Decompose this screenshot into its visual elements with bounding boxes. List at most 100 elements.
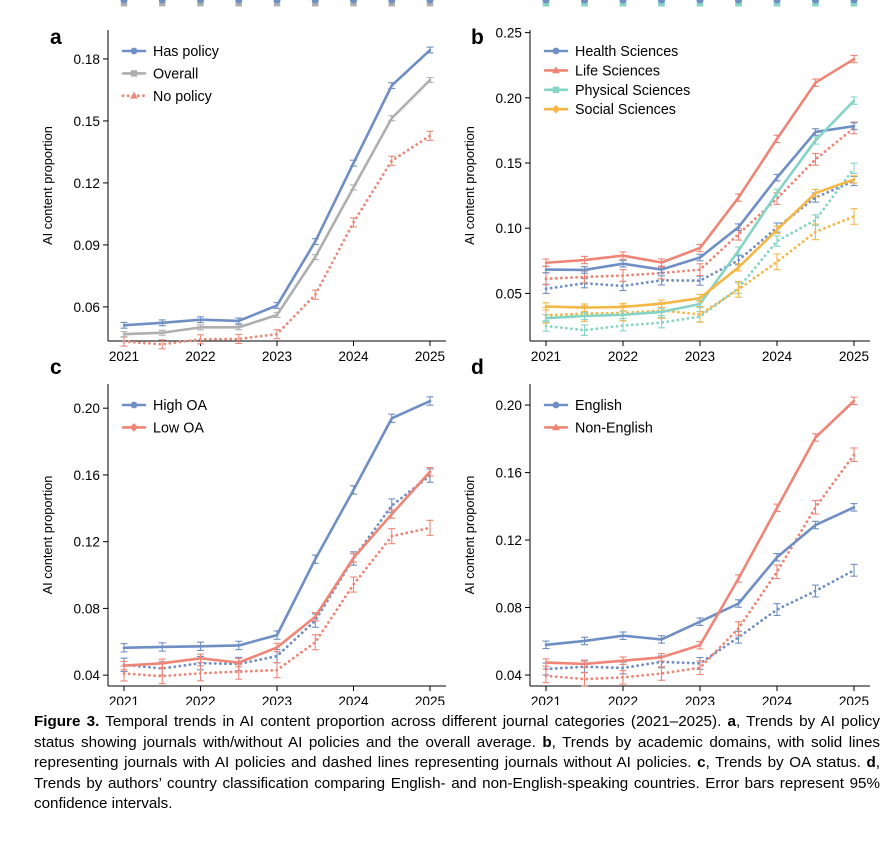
caption-d-text: , Trends by authors’ country classificat… xyxy=(34,754,880,812)
data-point xyxy=(235,0,243,4)
series-line xyxy=(544,178,856,309)
legend-label: Social Sciences xyxy=(575,102,676,118)
y-tick-label: 0.04 xyxy=(496,668,523,683)
x-tick-label: 2025 xyxy=(415,694,445,705)
legend: High OA Low OA xyxy=(121,398,207,436)
figure-caption: Figure 3. Temporal trends in AI content … xyxy=(34,712,880,815)
legend-marker xyxy=(552,47,560,55)
x-tick-label: 2022 xyxy=(185,694,215,705)
data-point xyxy=(388,0,396,4)
x-tick-label: 2024 xyxy=(338,694,369,705)
y-tick-label: 0.20 xyxy=(496,398,523,413)
legend-label: Overall xyxy=(153,66,198,82)
chart-panel-a: a 0.06 0.09 0.12 0.15 0.18 2021 2022 2023 2024 202… xyxy=(40,0,446,364)
legend: Has policy Overall No policy xyxy=(121,44,220,105)
legend-label: Health Sciences xyxy=(575,44,678,60)
x-tick-label: 2024 xyxy=(762,694,793,705)
legend-marker xyxy=(130,47,138,55)
y-tick-label: 0.20 xyxy=(496,91,523,106)
y-axis-label: AI content proportion xyxy=(462,476,477,595)
data-point xyxy=(735,0,742,4)
x-tick-label: 2021 xyxy=(109,349,139,364)
x-tick-label: 2025 xyxy=(839,349,869,364)
y-axis-label: AI content proportion xyxy=(40,126,55,245)
data-point xyxy=(850,0,858,4)
y-tick-label: 0.16 xyxy=(74,468,100,483)
legend-marker xyxy=(552,66,560,74)
x-tick-label: 2023 xyxy=(262,349,292,364)
series-line xyxy=(122,78,432,336)
legend-label: High OA xyxy=(153,398,207,414)
legend-marker xyxy=(130,70,138,77)
data-point xyxy=(120,0,128,4)
x-tick-label: 2024 xyxy=(762,349,793,364)
panel-label-c: c xyxy=(50,356,62,379)
series-life-sciences xyxy=(542,54,858,267)
legend-label: No policy xyxy=(153,89,213,105)
x-tick-label: 2022 xyxy=(608,694,638,705)
series-non-english xyxy=(542,396,858,669)
series-social-sciences xyxy=(542,175,858,312)
x-tick-label: 2025 xyxy=(839,694,869,705)
series-line xyxy=(544,568,856,671)
y-tick-label: 0.25 xyxy=(496,26,522,41)
x-tick-label: 2021 xyxy=(531,694,561,705)
legend-marker xyxy=(551,104,561,114)
data-point xyxy=(426,0,434,4)
series-no-policy xyxy=(120,130,434,350)
panel-label-d: d xyxy=(471,356,484,379)
caption-d-label: d xyxy=(866,754,876,771)
series-social-sciences-no-policy xyxy=(542,208,858,324)
series-high-oa xyxy=(120,0,434,653)
y-tick-label: 0.08 xyxy=(496,601,522,616)
y-tick-label: 0.15 xyxy=(74,114,100,129)
series-english xyxy=(542,0,858,650)
data-point xyxy=(773,0,781,4)
legend: English Non-English xyxy=(543,398,653,436)
legend-marker xyxy=(130,401,138,409)
y-tick-label: 0.12 xyxy=(496,533,522,548)
data-point xyxy=(197,0,204,4)
data-point xyxy=(581,0,588,4)
series-low-oa xyxy=(120,467,434,671)
caption-c-label: c xyxy=(697,754,706,771)
caption-c-text: , Trends by OA status. xyxy=(705,754,867,771)
y-tick-label: 0.06 xyxy=(74,300,100,315)
caption-b-text: , Trends by academic domains, with solid… xyxy=(34,733,880,772)
series-line xyxy=(544,179,856,291)
series-low-oa-no-policy xyxy=(120,519,434,685)
data-point xyxy=(542,0,550,4)
x-tick-label: 2023 xyxy=(685,349,715,364)
data-point xyxy=(812,0,819,4)
data-point xyxy=(658,0,665,4)
legend-label: Life Sciences xyxy=(575,63,660,79)
x-tick-label: 2021 xyxy=(109,694,139,705)
y-axis-label: AI content proportion xyxy=(462,126,477,245)
y-axis-label: AI content proportion xyxy=(40,476,55,595)
legend-label: English xyxy=(575,398,622,414)
caption-b-label: b xyxy=(542,733,552,751)
data-point xyxy=(158,0,166,4)
legend-label: Has policy xyxy=(153,44,220,60)
series-line xyxy=(544,166,856,332)
figure: a 0.06 0.09 0.12 0.15 0.18 2021 2022 2023 2024 202… xyxy=(40,0,870,705)
data-point xyxy=(273,0,281,4)
y-tick-label: 0.18 xyxy=(74,52,100,67)
y-tick-label: 0.12 xyxy=(74,176,100,191)
legend-marker xyxy=(129,423,139,432)
x-tick-label: 2024 xyxy=(338,349,369,364)
panel-label-b: b xyxy=(471,26,484,49)
x-tick-label: 2022 xyxy=(608,349,638,364)
caption-a-label: a xyxy=(727,713,736,730)
y-tick-label: 0.15 xyxy=(496,156,522,171)
x-tick-label: 2023 xyxy=(262,694,292,705)
data-point xyxy=(619,0,627,4)
legend-marker xyxy=(552,401,560,409)
legend-label: Low OA xyxy=(153,420,204,436)
legend-marker xyxy=(552,86,560,93)
series-line xyxy=(544,453,856,681)
series-health-sciences xyxy=(542,0,858,274)
data-point xyxy=(311,0,319,4)
chart-panel-c: c 0.04 0.08 0.12 0.16 0.20 2021 2022 2023 2024 202… xyxy=(40,0,446,705)
chart-panel-d: d 0.04 0.08 0.12 0.16 0.20 2021 2022 2023 2024 202… xyxy=(462,0,870,705)
